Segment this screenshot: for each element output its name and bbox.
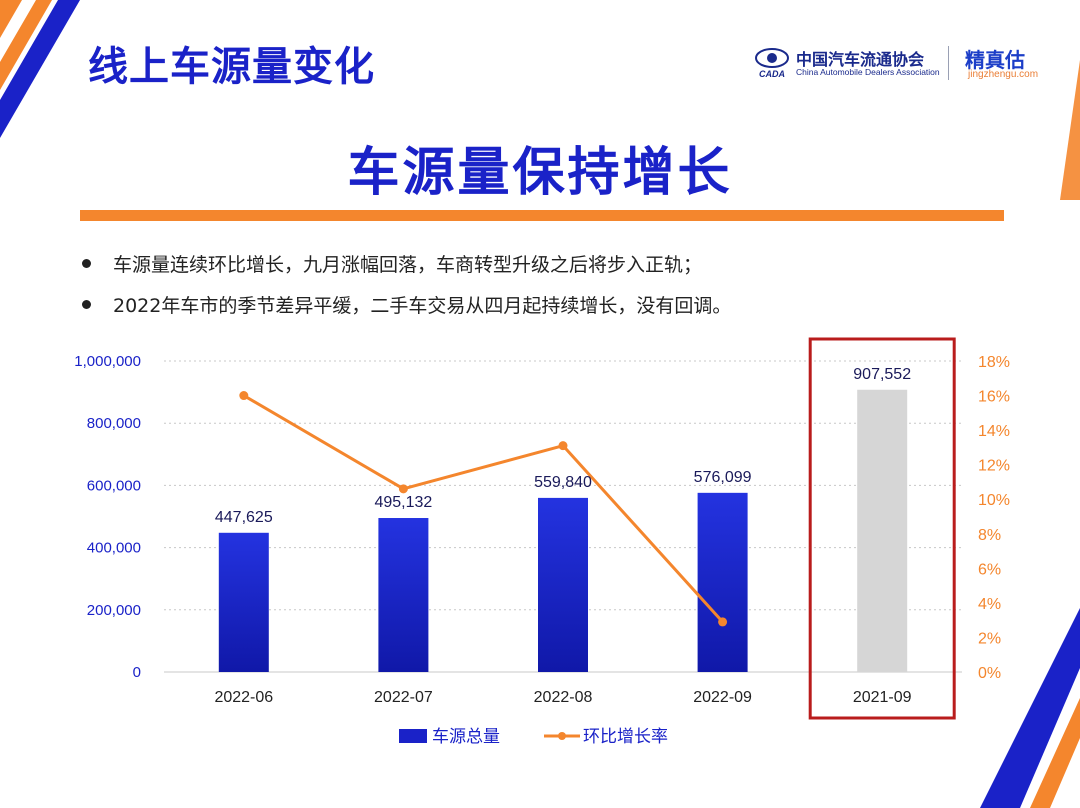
y-right-tick-label: 4% xyxy=(978,596,1001,613)
headline: 车源量保持增长 xyxy=(347,143,733,203)
growth-rate-point xyxy=(398,484,408,494)
bullet-item-1: 车源量连续环比增长，九月涨幅回落，车商转型升级之后将步入正轨； xyxy=(82,250,702,277)
growth-rate-line xyxy=(243,394,724,623)
bar-2022-07 xyxy=(378,518,429,672)
y-right-tick-label: 12% xyxy=(978,458,1010,475)
cada-name-cn: 中国汽车流通协会 xyxy=(796,50,925,69)
highlight-box-2021-09 xyxy=(808,337,956,720)
bar-value-label: 447,625 xyxy=(215,509,273,526)
legend-label-bars: 车源总量 xyxy=(432,727,500,747)
y-right-tick-label: 6% xyxy=(978,561,1001,578)
bullet-dot-icon xyxy=(82,259,91,268)
x-tick-label: 2022-06 xyxy=(214,689,273,706)
y-left-tick-label: 800,000 xyxy=(87,415,141,432)
bar-2021-09 xyxy=(857,389,908,672)
y-left-tick-label: 600,000 xyxy=(87,477,141,494)
y-right-tick-label: 16% xyxy=(978,389,1010,406)
cada-name-en: China Automobile Dealers Association xyxy=(796,67,940,77)
cada-logo-mark: CADA xyxy=(759,69,785,79)
jingzhengu-logo-text: 精真估 xyxy=(965,48,1025,72)
corner-decoration-top-right xyxy=(1060,60,1080,200)
bar-2022-09 xyxy=(697,492,748,672)
bullet-item-2: 2022年车市的季节差异平缓，二手车交易从四月起持续增长，没有回调。 xyxy=(82,291,731,318)
corner-decoration-bottom-right xyxy=(980,608,1080,808)
y-right-tick-label: 2% xyxy=(978,630,1001,647)
y-left-tick-label: 200,000 xyxy=(87,602,141,619)
logo-area: CADA 中国汽车流通协会 China Automobile Dealers A… xyxy=(752,42,1052,82)
bar-2022-08 xyxy=(538,497,588,672)
legend-swatch-line-marker xyxy=(558,732,566,740)
y-left-tick-label: 0 xyxy=(133,664,141,681)
logo-divider xyxy=(948,46,949,80)
jingzhengu-url: jingzhengu.com xyxy=(968,69,1039,80)
y-left-tick-label: 400,000 xyxy=(87,540,141,557)
legend-swatch-bars xyxy=(399,729,427,743)
bullet-dot-icon xyxy=(82,300,91,309)
x-tick-label: 2022-08 xyxy=(534,689,593,706)
bullet-text-2: 2022年车市的季节差异平缓，二手车交易从四月起持续增长，没有回调。 xyxy=(113,295,732,317)
bar-value-label: 559,840 xyxy=(534,474,592,491)
y-right-tick-label: 14% xyxy=(978,423,1010,440)
growth-rate-point xyxy=(558,441,568,451)
legend-label-line: 环比增长率 xyxy=(583,727,668,747)
y-right-tick-label: 18% xyxy=(978,354,1010,371)
bar-value-label: 907,552 xyxy=(853,366,911,383)
cada-logo-icon: CADA xyxy=(755,48,789,79)
bar-value-label: 495,132 xyxy=(374,494,432,511)
growth-rate-point xyxy=(239,391,249,401)
bar-value-label: 576,099 xyxy=(694,469,752,486)
bar-2022-06 xyxy=(218,532,269,672)
x-tick-label: 2022-07 xyxy=(374,689,433,706)
corner-decoration-top-left xyxy=(0,0,80,138)
y-right-tick-label: 8% xyxy=(978,527,1001,544)
chart-legend: 车源总量 环比增长率 xyxy=(399,727,668,747)
y-right-tick-label: 10% xyxy=(978,492,1010,509)
growth-rate-point xyxy=(718,617,728,627)
bullet-text-1: 车源量连续环比增长，九月涨幅回落，车商转型升级之后将步入正轨； xyxy=(113,254,703,276)
page-title: 线上车源量变化 xyxy=(88,44,375,90)
x-tick-label: 2022-09 xyxy=(693,689,752,706)
orange-divider xyxy=(80,210,1004,221)
y-left-tick-label: 1,000,000 xyxy=(74,353,141,370)
x-tick-label: 2021-09 xyxy=(853,689,912,706)
y-right-tick-label: 0% xyxy=(978,665,1001,682)
